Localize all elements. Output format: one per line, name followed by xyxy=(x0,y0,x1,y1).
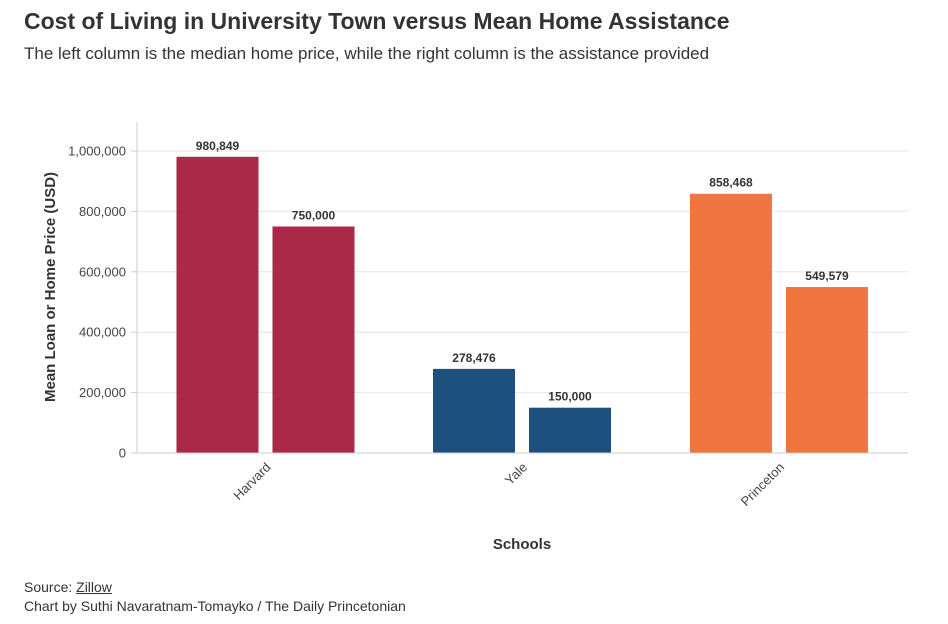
x-axis-title: Schools xyxy=(493,536,551,553)
chart-subtitle: The left column is the median home price… xyxy=(24,44,710,63)
data-label: 858,468 xyxy=(709,176,753,190)
y-axis-title: Mean Loan or Home Price (USD) xyxy=(42,172,59,402)
bar-princeton-home-price xyxy=(690,193,772,453)
y-tick-label: 1,000,000 xyxy=(68,144,126,159)
data-label: 750,000 xyxy=(292,209,336,223)
data-labels: 980,849 750,000 278,476 150,000 858,468 549,5… xyxy=(196,139,849,404)
data-label: 278,476 xyxy=(452,351,496,365)
source-prefix: Source: xyxy=(24,579,77,595)
x-tick-label: Princeton xyxy=(738,460,787,509)
bar-yale-home-price xyxy=(433,368,515,453)
x-tick-label: Harvard xyxy=(230,460,273,503)
source-line: Source: Zillow xyxy=(24,579,112,595)
bar-harvard-home-price xyxy=(176,156,259,453)
bar-yale-assistance xyxy=(529,407,611,453)
bars xyxy=(176,156,868,453)
y-tick-label: 400,000 xyxy=(79,325,126,340)
data-label: 150,000 xyxy=(548,390,592,404)
chart-title: Cost of Living in University Town versus… xyxy=(24,8,730,34)
y-tick-label: 800,000 xyxy=(79,204,126,219)
y-tick-label: 200,000 xyxy=(79,385,126,400)
data-label: 980,849 xyxy=(196,139,240,153)
chart-credit: Chart by Suthi Navaratnam-Tomayko / The … xyxy=(24,598,406,614)
source-link[interactable]: Zillow xyxy=(76,579,112,595)
x-tick-label: Yale xyxy=(502,460,530,488)
data-label: 549,579 xyxy=(805,269,849,283)
bar-chart: 980,849 750,000 278,476 150,000 858,468 549,5… xyxy=(42,122,908,553)
bar-harvard-assistance xyxy=(272,226,355,453)
y-tick-label: 0 xyxy=(119,446,126,461)
bar-princeton-assistance xyxy=(786,287,868,453)
y-tick-label: 600,000 xyxy=(79,264,126,279)
